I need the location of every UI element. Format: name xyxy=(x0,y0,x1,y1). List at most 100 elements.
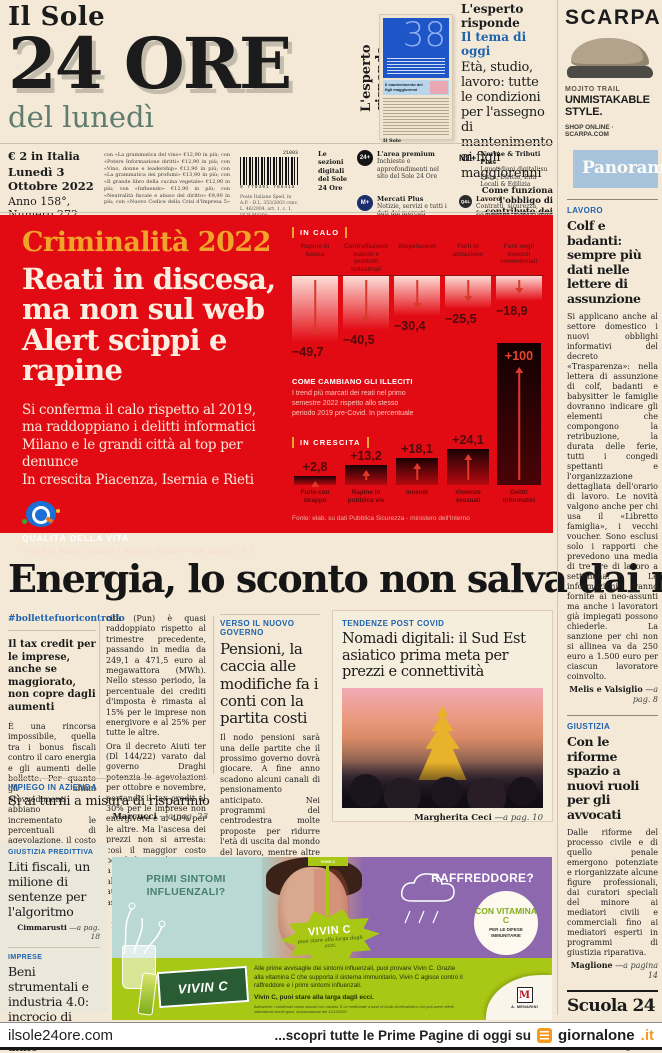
giornalone-link[interactable]: giornalone xyxy=(557,1026,635,1044)
in-crescita-labels: Furto con strappo Rapine in pubblica via I… xyxy=(292,489,544,504)
nomadi-kicker: TENDENZE POST COVID xyxy=(342,619,445,628)
digital-item-desc: Inchieste e approfondimenti nel sito del… xyxy=(377,158,439,180)
crowd-silhouette xyxy=(342,762,543,809)
in-calo-bar-2: Stupefacenti −30,4 xyxy=(394,243,440,359)
bottom-left-briefs: GIUSTIZIA PREDITTIVA Liti fiscali, un mi… xyxy=(0,843,108,1053)
in-crescita-label-4: Delitti informatici xyxy=(502,489,536,504)
pensioni-kicker: VERSO IL NUOVO GOVERNO xyxy=(220,614,320,637)
chart-source: Fonte: elab. su dati Pubblica Sicurezza … xyxy=(292,515,470,522)
scarpa-ad: SCARPA MOJITO TRAIL UNMISTAKABLE STYLE. … xyxy=(565,6,660,142)
strip-divider xyxy=(0,212,553,213)
in-calo-bar-0: Rapine in banca −49,7 xyxy=(292,243,338,359)
issue-date: Lunedì 3 Ottobre 2022 xyxy=(8,165,94,193)
ad-left-panel: PRIMI SINTOMI INFLUENZALI? xyxy=(112,857,262,958)
chart-note: COME CAMBIANO GLI ILLECITI I trend più m… xyxy=(292,377,418,418)
masthead-title-top: Il Sole xyxy=(8,2,106,32)
masthead: Il Sole 24 ORE del lunedì xyxy=(8,2,338,134)
price: € 2 in Italia xyxy=(8,150,80,163)
chart-group-label-crescita: IN CRESCITA xyxy=(292,437,369,448)
footer-bar: ilsole24ore.com ...scopri tutte le Prime… xyxy=(0,1022,662,1050)
in-crescita-label-1: Rapine in pubblica via xyxy=(347,489,385,504)
esperto-vertical-label: L'esperto risponde xyxy=(359,44,389,112)
scarpa-tagline: UNMISTAKABLE STYLE. xyxy=(565,94,650,118)
chart-subtitle: I trend più marcati dei reati nel primo … xyxy=(292,390,414,417)
giornalone-tld[interactable]: .it xyxy=(640,1026,654,1044)
ad-left-text: PRIMI SINTOMI INFLUENZALI? xyxy=(146,873,226,898)
ad-copy: Alle prime avvisaglie dei sintomi influe… xyxy=(254,965,466,1015)
digital-sections-strip: Le sezioni digitali del Sole 24 Ore 24+ … xyxy=(318,150,553,225)
digital-item-title: Mercati Plus xyxy=(377,194,424,203)
in-crescita-label-0: Furto con strappo xyxy=(300,489,330,504)
ad-right-text: RAFFREDDORE? xyxy=(431,871,534,885)
lavoro-body: Si applicano anche al settore domestico … xyxy=(567,312,658,681)
in-calo-bar-4: Furti negli esercizi commerciali −18,9 xyxy=(496,243,542,359)
crime-byline: a cura di Marta Casadei e Michela Finizi… xyxy=(22,546,255,556)
mercati-plus-icon: M+ xyxy=(357,194,373,211)
barcode xyxy=(240,157,298,185)
in-crescita-bar-1: +13,2 xyxy=(343,449,389,485)
brief-1-kicker: GIUSTIZIA PREDITTIVA xyxy=(8,849,94,856)
vivinc-pack: VIVIN C xyxy=(156,965,250,1009)
in-calo-row: Rapine in banca −49,7 Contraffazione march… xyxy=(292,243,544,359)
masthead-title-main: 24 ORE xyxy=(8,22,292,105)
ad-claim: Vivin C, puoi stare alla larga dagli ecc… xyxy=(254,993,374,1001)
pensioni-headline: Pensioni, la caccia alle modifiche fa i … xyxy=(220,640,319,727)
esperto-thumb-banner-text: Il mantenimento dei figli maggiorenni xyxy=(385,81,423,92)
digital-item-title: Lavoro xyxy=(476,194,501,203)
in-crescita-bar-2: +18,1 xyxy=(394,442,440,485)
in-calo-bar-3: Furti in abitazione −25,5 xyxy=(445,243,491,359)
header-divider xyxy=(0,143,553,144)
column-divider xyxy=(99,616,100,774)
in-crescita-bar-3: +24,1 xyxy=(445,433,491,485)
digital-item-premium: 24+ L'area premium Inchieste e approfond… xyxy=(357,150,451,189)
menarini-m: M xyxy=(516,987,533,1003)
crime-kicker: Criminalità 2022 xyxy=(22,227,271,258)
impiego-headline: Sì ai turni a misura di risparmio xyxy=(8,794,210,809)
esperto-headline: Età, studio, lavoro: tutte le condizioni… xyxy=(461,60,553,181)
ad-right-panel: RAFFREDDORE? CON VITAMINA C PER LE DIFES… xyxy=(364,857,552,958)
giornalone-icon[interactable] xyxy=(536,1027,552,1043)
energia-body-2a: cità (Pun) è quasi raddoppiato rispetto … xyxy=(106,614,206,738)
rain-cloud-illustration xyxy=(400,873,455,924)
crime-summary: Si conferma il calo rispetto al 2019, ma… xyxy=(22,401,256,488)
panorama-header: Panorama xyxy=(573,150,662,188)
ad-disclaimer: Attenzione: i medicinali vanno assunti c… xyxy=(254,1004,454,1014)
in-crescita-label-3: Violenze sessuali xyxy=(455,489,481,504)
digital-item-title: Norme & Tributi Plus xyxy=(480,150,541,166)
impiego-article: IMPIEGO IN AZIENDA Sì ai turni a misura … xyxy=(8,778,210,822)
in-crescita-bar-4: +100 xyxy=(496,343,542,485)
giustizia-kicker: GIUSTIZIA xyxy=(567,722,611,731)
scuola24-brand: Scuola 24 xyxy=(567,996,656,1016)
footer-tagline: ...scopri tutte le Prime Pagine di oggi … xyxy=(274,1027,531,1043)
in-calo-bar-1: Contraffazione marchi e prodotti industr… xyxy=(343,243,389,347)
menarini-logo: M A. MENARINI xyxy=(511,987,538,1009)
nomadi-photo xyxy=(342,688,543,809)
esperto-thumb-banner: Il mantenimento dei figli maggiorenni xyxy=(383,80,449,95)
barcode-block: 21003 9 770391 786418 Poste Italiane Spe… xyxy=(240,150,298,218)
scarpa-product: MOJITO TRAIL xyxy=(565,86,621,93)
chart-baseline xyxy=(292,275,544,276)
impiego-byline: Marcucci —a pag. 23 xyxy=(112,812,209,822)
lavoro-icon: Q&L xyxy=(459,194,472,208)
vitamin-badge: CON VITAMINA C PER LE DIFESE IMMUNITARIE xyxy=(474,891,538,955)
vitamin-badge-sub: PER LE DIFESE IMMUNITARIE xyxy=(489,927,523,938)
site-url[interactable]: ilsole24ore.com xyxy=(8,1026,114,1044)
lavoro-headline: Colf e badanti: sempre più dati nelle le… xyxy=(567,218,642,306)
giustizia-body: Dalle riforme del processo civile e di q… xyxy=(567,828,658,957)
esperto-theme: Il tema di oggi xyxy=(461,30,527,58)
ad-body-text: Alle prime avvisaglie dei sintomi influe… xyxy=(254,965,463,989)
nomadi-article: TENDENZE POST COVID Nomadi digitali: il … xyxy=(332,610,553,823)
thumb-mini-logo: Il Sole xyxy=(383,138,402,144)
impiego-kicker: IMPIEGO IN AZIENDA xyxy=(8,783,98,792)
green-divider-line xyxy=(326,857,329,915)
column-divider xyxy=(213,616,214,774)
scarpa-shop-link[interactable]: SHOP ONLINE · SCARPA.COM xyxy=(565,124,614,139)
shoe-image xyxy=(567,38,653,80)
norme-tributi-icon: NT+ xyxy=(459,153,477,163)
energia-hashtag: #bollettefuoricontrollo xyxy=(8,614,125,631)
energia-headline: Energia, lo sconto non salva dai rincari xyxy=(8,556,662,601)
crime-chart: IN CALO Rapine in banca −49,7 Contraffazio… xyxy=(292,227,544,523)
vitamin-badge-title: CON VITAMINA C xyxy=(475,906,537,926)
thumb-text-lines xyxy=(387,58,445,74)
